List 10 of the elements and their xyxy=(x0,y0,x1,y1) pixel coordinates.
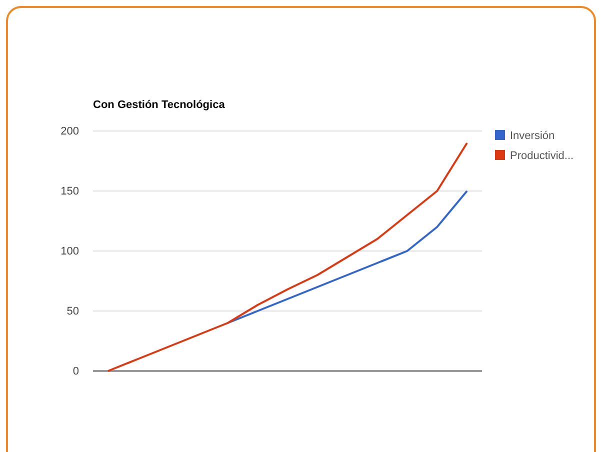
line-series xyxy=(226,190,468,324)
line-series xyxy=(107,142,468,372)
y-tick-label: 200 xyxy=(60,126,79,138)
y-tick-label: 0 xyxy=(72,366,79,378)
y-tick-label: 100 xyxy=(60,246,79,258)
legend-label: Productivid... xyxy=(510,150,574,162)
y-tick-label: 150 xyxy=(60,186,79,198)
chart-title: Con Gestión Tecnológica xyxy=(93,99,226,111)
legend-label: Inversión xyxy=(510,130,555,142)
y-tick-label: 50 xyxy=(66,306,79,318)
